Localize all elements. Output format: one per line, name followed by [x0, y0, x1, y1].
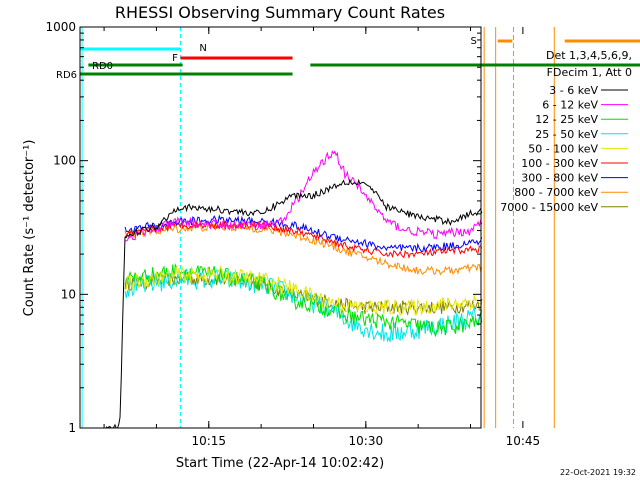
x-tick-label: 10:30	[349, 434, 384, 448]
series-line	[124, 265, 483, 316]
series-line	[124, 222, 483, 276]
legend-header-2: FDecim 1, Att 0	[547, 66, 632, 79]
series-line	[124, 262, 483, 337]
legend-label: 6 - 12 keV	[542, 99, 598, 112]
series-line	[105, 178, 483, 429]
x-tick-label: 10:45	[506, 434, 541, 448]
legend-label: 3 - 6 keV	[549, 84, 598, 97]
series-line	[124, 219, 483, 260]
legend-label: 7000 - 15000 keV	[500, 201, 598, 214]
legend-label: 800 - 7000 keV	[514, 186, 598, 199]
flag-label-f: F	[172, 53, 178, 64]
footer-timestamp: 22-Oct-2021 19:32	[560, 468, 636, 477]
plot-frame	[79, 26, 482, 429]
series-line	[124, 272, 483, 316]
y-tick-label: 10	[61, 287, 76, 301]
series-line	[124, 214, 483, 254]
legend-label: 12 - 25 keV	[535, 113, 598, 126]
y-tick-label: 100	[53, 154, 76, 168]
x-tick-label: 10:15	[191, 434, 226, 448]
plot-area: N F S RD0 RD6	[56, 27, 640, 429]
series-line	[124, 150, 483, 242]
x-axis-label: Start Time (22-Apr-14 10:02:42)	[176, 456, 384, 471]
flag-label-n: N	[199, 43, 206, 54]
legend: Det 1,3,4,5,6,9, FDecim 1, Att 0 3 - 6 k…	[500, 49, 632, 214]
legend-label: 300 - 800 keV	[521, 172, 598, 185]
chart-title: RHESSI Observing Summary Count Rates	[115, 3, 445, 22]
y-axis-label: Count Rate (s⁻¹ detector⁻¹)	[22, 140, 37, 317]
y-tick-label: 1000	[45, 20, 76, 34]
flag-label-s: S	[471, 36, 477, 47]
legend-label: 50 - 100 keV	[528, 142, 598, 155]
flag-label-rd0: RD0	[92, 61, 113, 72]
legend-header-1: Det 1,3,4,5,6,9,	[546, 49, 632, 62]
flag-label-rd6: RD6	[56, 70, 77, 81]
legend-label: 25 - 50 keV	[535, 128, 598, 141]
legend-label: 100 - 300 keV	[521, 157, 598, 170]
y-tick-label: 1	[68, 421, 76, 435]
